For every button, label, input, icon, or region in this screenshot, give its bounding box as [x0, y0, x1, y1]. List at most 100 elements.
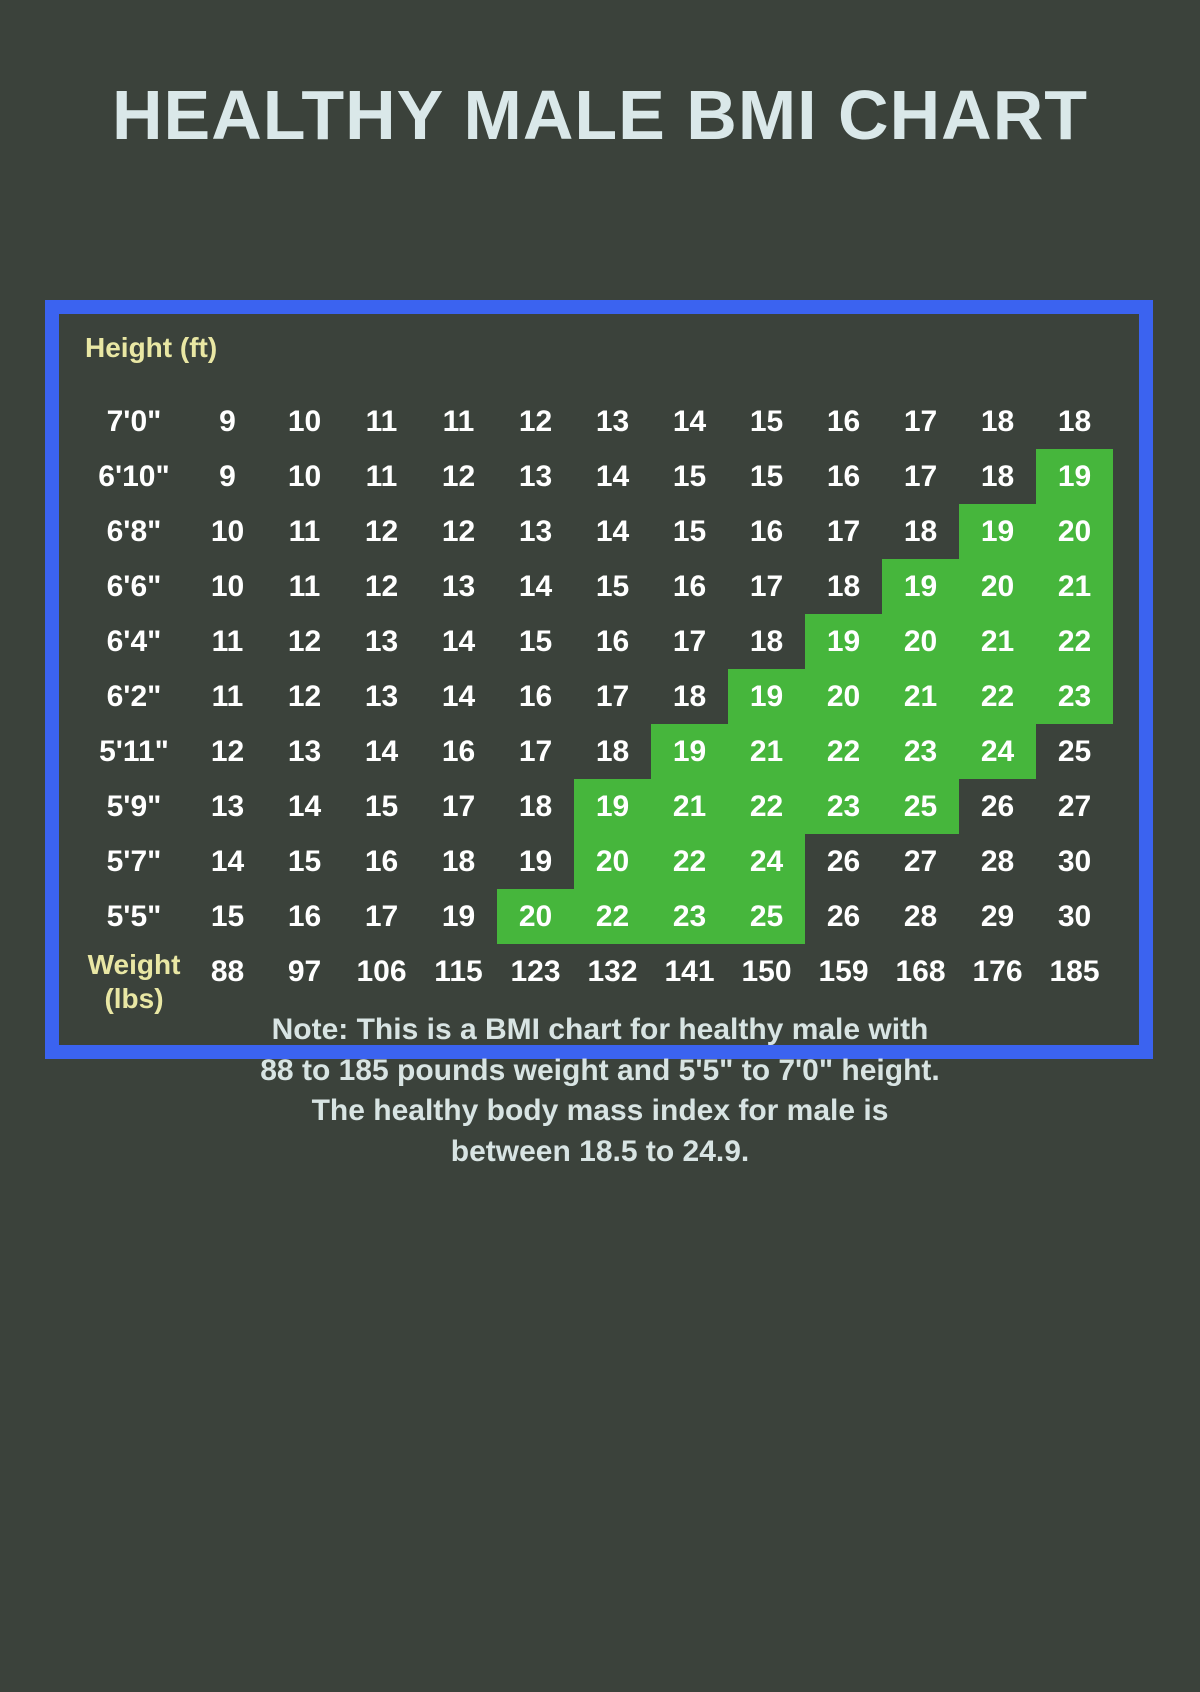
bmi-cell: 13 — [497, 449, 574, 504]
bmi-cell: 16 — [266, 889, 343, 944]
bmi-cell: 14 — [497, 559, 574, 614]
bmi-cell: 28 — [882, 889, 959, 944]
bmi-cell: 18 — [651, 669, 728, 724]
bmi-cell: 23 — [651, 889, 728, 944]
bmi-cell: 12 — [266, 614, 343, 669]
weight-label-cell: 141 — [651, 944, 728, 999]
bmi-cell: 19 — [497, 834, 574, 889]
bmi-cell: 16 — [728, 504, 805, 559]
bmi-cell: 17 — [805, 504, 882, 559]
bmi-cell: 22 — [651, 834, 728, 889]
bmi-cell: 21 — [959, 614, 1036, 669]
bmi-cell: 20 — [805, 669, 882, 724]
bmi-cell: 27 — [1036, 779, 1113, 834]
weight-label-cell: 159 — [805, 944, 882, 999]
bmi-cell: 12 — [189, 724, 266, 779]
weight-label-cell: 123 — [497, 944, 574, 999]
bmi-cell: 10 — [266, 449, 343, 504]
bmi-cell: 9 — [189, 394, 266, 449]
bmi-cell: 26 — [959, 779, 1036, 834]
bmi-cell: 20 — [959, 559, 1036, 614]
bmi-cell: 15 — [497, 614, 574, 669]
bmi-cell: 30 — [1036, 834, 1113, 889]
bmi-cell: 25 — [1036, 724, 1113, 779]
weight-label-cell: 106 — [343, 944, 420, 999]
bmi-cell: 22 — [728, 779, 805, 834]
bmi-cell: 13 — [420, 559, 497, 614]
bmi-cell: 13 — [343, 669, 420, 724]
weight-label-cell: 88 — [189, 944, 266, 999]
bmi-cell: 14 — [420, 669, 497, 724]
bmi-cell: 13 — [266, 724, 343, 779]
bmi-cell: 10 — [266, 394, 343, 449]
bmi-cell: 17 — [574, 669, 651, 724]
bmi-cell: 19 — [728, 669, 805, 724]
bmi-cell: 15 — [651, 449, 728, 504]
bmi-cell: 10 — [189, 559, 266, 614]
bmi-cell: 22 — [805, 724, 882, 779]
height-label-cell: 6'6" — [79, 559, 189, 614]
weight-axis-label: Weight(lbs) — [79, 944, 189, 1015]
bmi-cell: 15 — [728, 449, 805, 504]
bmi-cell: 11 — [266, 559, 343, 614]
bmi-cell: 20 — [1036, 504, 1113, 559]
bmi-cell: 13 — [189, 779, 266, 834]
bmi-cell: 16 — [574, 614, 651, 669]
weight-label-cell: 115 — [420, 944, 497, 999]
bmi-cell: 28 — [959, 834, 1036, 889]
bmi-cell: 26 — [805, 889, 882, 944]
bmi-cell: 26 — [805, 834, 882, 889]
bmi-cell: 18 — [882, 504, 959, 559]
note-line: between 18.5 to 24.9. — [451, 1135, 749, 1168]
bmi-cell: 19 — [959, 504, 1036, 559]
weight-label-cell: 185 — [1036, 944, 1113, 999]
bmi-cell: 9 — [189, 449, 266, 504]
bmi-cell: 14 — [189, 834, 266, 889]
bmi-cell: 24 — [959, 724, 1036, 779]
height-label-cell: 6'4" — [79, 614, 189, 669]
bmi-cell: 11 — [420, 394, 497, 449]
bmi-cell: 17 — [343, 889, 420, 944]
height-label-cell: 6'10" — [79, 449, 189, 504]
bmi-cell: 15 — [728, 394, 805, 449]
weight-label-cell: 132 — [574, 944, 651, 999]
height-axis-label: Height (ft) — [85, 332, 1113, 364]
bmi-cell: 17 — [651, 614, 728, 669]
chart-note: Note: This is a BMI chart for healthy ma… — [0, 1010, 1200, 1172]
height-label-cell: 6'2" — [79, 669, 189, 724]
bmi-cell: 13 — [497, 504, 574, 559]
bmi-cell: 10 — [189, 504, 266, 559]
bmi-cell: 18 — [574, 724, 651, 779]
bmi-cell: 14 — [266, 779, 343, 834]
height-label-cell: 5'7" — [79, 834, 189, 889]
bmi-cell: 19 — [882, 559, 959, 614]
bmi-cell: 21 — [882, 669, 959, 724]
bmi-cell: 18 — [728, 614, 805, 669]
bmi-cell: 18 — [497, 779, 574, 834]
height-label-cell: 5'11" — [79, 724, 189, 779]
bmi-cell: 19 — [574, 779, 651, 834]
bmi-cell: 22 — [574, 889, 651, 944]
bmi-cell: 18 — [959, 449, 1036, 504]
bmi-cell: 16 — [497, 669, 574, 724]
weight-label-cell: 176 — [959, 944, 1036, 999]
bmi-cell: 19 — [651, 724, 728, 779]
height-label-cell: 6'8" — [79, 504, 189, 559]
bmi-cell: 12 — [497, 394, 574, 449]
bmi-chart-panel: Height (ft) 7'0"910111112131415161718186… — [45, 300, 1153, 1059]
height-label-cell: 5'5" — [79, 889, 189, 944]
bmi-grid: 7'0"910111112131415161718186'10"91011121… — [79, 394, 1113, 1015]
bmi-cell: 23 — [882, 724, 959, 779]
note-line: 88 to 185 pounds weight and 5'5" to 7'0"… — [260, 1054, 939, 1087]
bmi-cell: 25 — [728, 889, 805, 944]
bmi-cell: 17 — [882, 449, 959, 504]
bmi-cell: 24 — [728, 834, 805, 889]
bmi-cell: 27 — [882, 834, 959, 889]
bmi-cell: 15 — [266, 834, 343, 889]
bmi-cell: 17 — [497, 724, 574, 779]
bmi-cell: 15 — [343, 779, 420, 834]
bmi-cell: 14 — [574, 504, 651, 559]
page-title: HEALTHY MALE BMI CHART — [0, 75, 1200, 155]
bmi-cell: 22 — [1036, 614, 1113, 669]
bmi-cell: 18 — [959, 394, 1036, 449]
